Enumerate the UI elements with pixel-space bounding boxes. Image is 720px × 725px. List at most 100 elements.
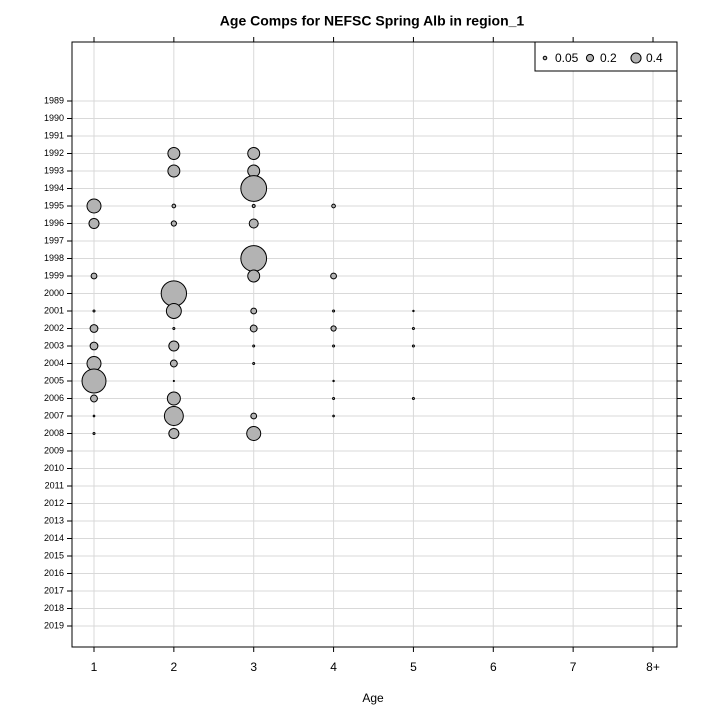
x-tick-label: 5 xyxy=(410,660,417,674)
bubble xyxy=(169,359,178,368)
y-tick-label: 2011 xyxy=(45,480,64,490)
bubble xyxy=(332,379,335,383)
bubble xyxy=(332,414,335,418)
bubble xyxy=(246,425,262,442)
bubble xyxy=(249,324,258,333)
bubble xyxy=(250,412,258,420)
y-tick-label: 1995 xyxy=(44,200,64,210)
bubble xyxy=(172,326,176,331)
y-tick-label: 1989 xyxy=(44,95,64,105)
bubble xyxy=(167,147,181,160)
y-tick-label: 2008 xyxy=(44,428,64,438)
bubble xyxy=(90,394,98,403)
y-tick-label: 2002 xyxy=(44,323,64,333)
y-tick-label: 2012 xyxy=(44,498,64,508)
bubble xyxy=(240,175,268,202)
y-tick-label: 2009 xyxy=(44,445,64,455)
x-tick-label: 3 xyxy=(250,660,257,674)
legend-label: 0.2 xyxy=(600,51,617,65)
y-tick-label: 2007 xyxy=(44,410,64,420)
bubble xyxy=(412,309,415,313)
y-tick-label: 2015 xyxy=(44,550,64,560)
bubble xyxy=(92,414,96,418)
bubble xyxy=(332,309,336,313)
y-tick-label: 2016 xyxy=(44,568,64,578)
bubble xyxy=(330,272,337,280)
bubble xyxy=(92,431,96,436)
y-tick-label: 2017 xyxy=(44,585,64,595)
bubble xyxy=(247,147,261,160)
bubble xyxy=(92,309,96,313)
bubble xyxy=(411,396,415,401)
x-tick-label: 8+ xyxy=(646,660,660,674)
bubble xyxy=(86,355,102,372)
y-tick-label: 2013 xyxy=(44,515,64,525)
x-tick-label: 6 xyxy=(490,660,497,674)
bubble xyxy=(240,245,268,272)
y-tick-label: 2001 xyxy=(44,305,64,315)
chart-title: Age Comps for NEFSC Spring Alb in region… xyxy=(220,13,525,29)
y-tick-label: 2014 xyxy=(44,533,64,543)
y-tick-label: 1991 xyxy=(44,130,64,140)
bubble xyxy=(251,204,256,208)
x-tick-label: 7 xyxy=(570,660,577,674)
bubble xyxy=(331,203,336,209)
bubble xyxy=(89,341,99,351)
x-tick-label: 1 xyxy=(91,660,98,674)
bubble xyxy=(247,269,261,283)
legend-bubble xyxy=(585,53,595,63)
bubble xyxy=(252,361,256,366)
bubble xyxy=(88,217,100,230)
y-tick-label: 2004 xyxy=(44,358,64,368)
y-tick-label: 1992 xyxy=(44,148,64,158)
x-tick-label: 2 xyxy=(171,660,178,674)
y-tick-label: 2000 xyxy=(44,288,64,298)
legend-label: 0.4 xyxy=(646,51,663,65)
bubble xyxy=(168,427,180,440)
y-tick-label: 1994 xyxy=(44,183,64,193)
bubble xyxy=(167,164,181,178)
bubble xyxy=(411,344,415,348)
y-tick-label: 2018 xyxy=(44,603,64,613)
legend-bubble xyxy=(542,55,548,61)
bubble xyxy=(332,344,336,348)
y-tick-label: 1998 xyxy=(44,253,64,263)
bubble xyxy=(171,203,177,209)
bubble xyxy=(160,280,188,307)
bubble xyxy=(248,218,259,229)
y-tick-label: 1993 xyxy=(44,165,64,175)
bubble xyxy=(330,325,337,332)
bubble xyxy=(163,406,184,426)
legend-box xyxy=(534,41,678,72)
bubble xyxy=(90,272,98,280)
bubble xyxy=(166,391,181,406)
y-tick-label: 1990 xyxy=(44,113,64,123)
plot-frame xyxy=(71,41,678,648)
y-tick-label: 2005 xyxy=(44,375,64,385)
bubble xyxy=(411,326,415,331)
y-tick-label: 2010 xyxy=(44,463,64,473)
legend-bubble xyxy=(630,52,642,64)
bubble xyxy=(252,344,256,348)
bubble xyxy=(170,220,177,227)
x-axis-label: Age xyxy=(362,691,384,705)
legend-label: 0.05 xyxy=(555,51,579,65)
bubble xyxy=(250,307,258,315)
y-tick-label: 2006 xyxy=(44,393,64,403)
bubble xyxy=(86,198,102,214)
bubble xyxy=(165,303,182,319)
x-tick-label: 4 xyxy=(330,660,337,674)
bubble xyxy=(172,379,175,383)
y-tick-label: 1999 xyxy=(44,270,64,280)
y-tick-label: 2019 xyxy=(44,620,64,630)
bubble xyxy=(332,396,336,401)
bubble xyxy=(168,340,180,352)
y-tick-label: 2003 xyxy=(44,340,64,350)
y-tick-label: 1997 xyxy=(44,235,64,245)
bubble xyxy=(89,324,99,333)
bubble xyxy=(81,368,107,394)
y-tick-label: 1996 xyxy=(44,218,64,228)
